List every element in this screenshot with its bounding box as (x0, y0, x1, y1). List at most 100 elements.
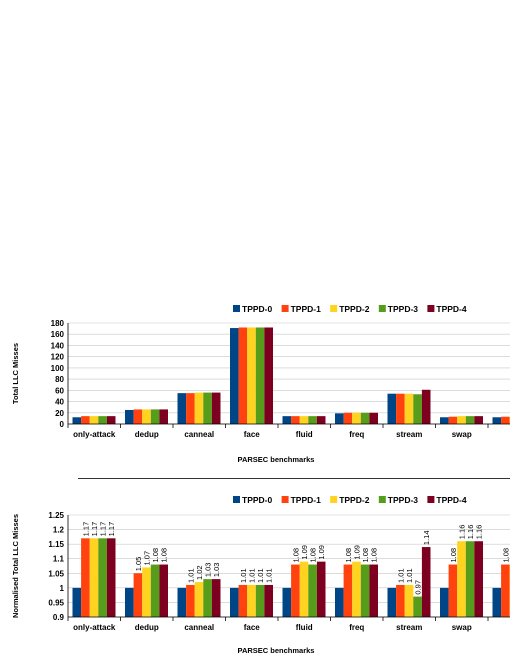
bar-tppd-3-face (255, 584, 265, 617)
x-tick-label-freq: freq (349, 430, 364, 439)
bar-tppd-4-dedup (159, 409, 168, 424)
bar-tppd-1-dedup (133, 573, 143, 617)
bar-tppd-0-only-attack (72, 587, 82, 617)
bar-tppd-4-fluid (316, 561, 326, 617)
bar-tppd-3-swap (465, 416, 475, 424)
data-label: 1.01 (186, 568, 195, 583)
bar-tppd-2-face (247, 327, 256, 424)
data-label: 1.16 (475, 525, 484, 540)
bar-tppd-2-freq (352, 561, 361, 617)
data-label: 1.08 (160, 548, 169, 563)
data-label: 1.08 (370, 548, 379, 563)
x-tick-label-face: face (244, 623, 261, 632)
y-axis-title: Total LLC Misses (11, 343, 20, 404)
bar-tppd-0-stream (387, 587, 397, 617)
bar-tppd-0-freq (335, 587, 344, 617)
y-tick-label: 0.9 (53, 613, 65, 622)
bar-tppd-3-freq (360, 412, 370, 424)
data-label: 1.08 (361, 548, 370, 563)
bar-tppd-1-face (238, 327, 248, 424)
bar-tppd-4-canneal (211, 392, 221, 424)
legend-swatch-3 (378, 496, 386, 503)
data-label: 1.05 (134, 557, 143, 572)
bar-tppd-2-swap (457, 416, 466, 424)
y-tick-label: 1.15 (48, 540, 64, 549)
y-tick-label: 80 (55, 375, 64, 384)
bar-tppd-4-dedup (159, 564, 168, 617)
bar-tppd-2-canneal (194, 392, 204, 424)
bar-tppd-2-face (247, 584, 256, 617)
data-label: 1.16 (466, 525, 475, 540)
bar-tppd-2-only-attack (89, 416, 99, 424)
data-label: 1.08 (501, 548, 510, 563)
bar-tppd-2-dedup (142, 409, 151, 424)
y-tick-label: 1.05 (48, 569, 64, 578)
bar-tppd-1-freq (343, 564, 353, 617)
bar-tppd-3-fluid (308, 416, 317, 424)
data-label: 0.97 (414, 580, 423, 595)
bar-tppd-2-dedup (142, 567, 151, 617)
bar-tppd-2-canneal (194, 582, 204, 617)
data-label: 1.03 (212, 563, 221, 578)
x-tick-label-face: face (244, 430, 261, 439)
bar-tppd-3-canneal (203, 579, 212, 617)
data-label: 1.01 (396, 568, 405, 583)
legend-label-3: TPPD-3 (388, 495, 419, 505)
data-label: 1.08 (309, 548, 318, 563)
bar-tppd-4-only-attack (106, 538, 116, 617)
legend-label-0: TPPD-0 (242, 304, 273, 314)
bar-tppd-3-freq (360, 564, 370, 617)
bar-tppd-1-bl (501, 416, 510, 424)
bar-tppd-1-only-attack (81, 416, 90, 424)
data-label: 1.02 (195, 565, 204, 580)
bar-tppd-4-swap (474, 541, 483, 617)
bar-tppd-1-bl (501, 564, 510, 617)
data-label: 1.17 (90, 522, 99, 537)
data-label: 1.01 (248, 568, 257, 583)
y-tick-label: 1 (60, 584, 65, 593)
bar-tppd-1-canneal (186, 393, 195, 424)
bar-tppd-0-only-attack (72, 417, 82, 424)
bar-tppd-0-freq (335, 413, 344, 424)
total-llc-misses-svg: TPPD-0 TPPD-1 TPPD-2 TPPD-3 TPPD-4 0 20 40 60 80 1… (11, 304, 510, 464)
bar-tppd-3-canneal (203, 392, 212, 424)
y-tick-label: 1.2 (53, 526, 65, 535)
y-tick-label: 60 (55, 386, 64, 395)
legend-label-3: TPPD-3 (388, 304, 419, 314)
data-label: 1.08 (291, 548, 300, 563)
bar-tppd-3-only-attack (98, 538, 107, 617)
bar-tppd-2-stream (404, 584, 414, 617)
bar-tppd-4-face (264, 327, 273, 424)
x-tick-label-fluid: fluid (296, 623, 313, 632)
legend-swatch-2 (330, 496, 338, 503)
legend-swatch-3 (378, 305, 386, 312)
bar-tppd-0-fluid (282, 587, 292, 617)
normalised-llc-misses-chart: TPPD-0 TPPD-1 TPPD-2 TPPD-3 TPPD-4 0.9 0.95 1 1.… (0, 488, 510, 660)
data-label: 1.09 (300, 545, 309, 560)
bar-tppd-1-canneal (186, 584, 195, 617)
bar-tppd-4-freq (369, 412, 378, 424)
bar-tppd-3-dedup (150, 564, 160, 617)
bar-tppd-3-only-attack (98, 416, 107, 424)
data-label: 1.09 (353, 545, 362, 560)
legend-swatch-0 (233, 305, 240, 312)
data-label: 1.14 (422, 530, 431, 545)
bar-tppd-4-freq (369, 564, 378, 617)
bar-tppd-1-face (238, 584, 248, 617)
y-tick-label: 0 (60, 420, 65, 429)
bar-tppd-1-fluid (291, 564, 300, 617)
bar-tppd-1-swap (448, 564, 458, 617)
y-tick-label: 0.95 (48, 598, 64, 607)
bar-tppd-4-only-attack (106, 416, 116, 424)
data-label: 1.17 (99, 522, 108, 537)
bar-tppd-0-face (230, 587, 239, 617)
bar-tppd-1-fluid (291, 416, 300, 424)
data-label: 1.17 (81, 522, 90, 537)
normalised-llc-misses-svg: TPPD-0 TPPD-1 TPPD-2 TPPD-3 TPPD-4 0.9 0.95 1 1.… (11, 495, 510, 655)
bar-tppd-3-stream (413, 596, 422, 617)
legend-swatch-2 (330, 305, 338, 312)
bar-tppd-2-fluid (299, 416, 309, 424)
bar-tppd-4-stream (421, 389, 431, 424)
data-label: 1.17 (107, 522, 116, 537)
bar-tppd-4-face (264, 584, 273, 617)
